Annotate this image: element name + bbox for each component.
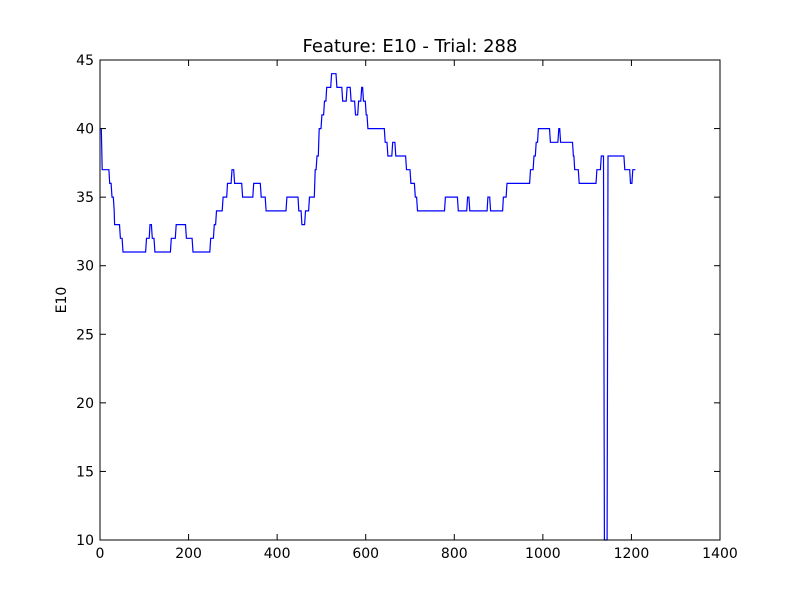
plot-area	[100, 73, 636, 541]
x-tick-label: 1000	[525, 546, 561, 562]
y-tick-label: 20	[76, 396, 94, 412]
y-axis: 10 15 20 25 30 35 40 45	[76, 53, 720, 549]
x-tick-label: 1200	[614, 546, 650, 562]
y-tick-label: 25	[76, 327, 94, 343]
x-axis: 0 200 400 600 800 1000 1200 1400	[96, 60, 738, 562]
x-tick-label: 600	[352, 546, 379, 562]
chart-title: Feature: E10 - Trial: 288	[303, 36, 518, 57]
y-tick-label: 45	[76, 53, 94, 69]
x-tick-label: 800	[441, 546, 468, 562]
y-tick-label: 40	[76, 122, 94, 138]
x-tick-label: 1400	[702, 546, 738, 562]
axes-frame	[99, 59, 721, 541]
x-tick-label: 200	[175, 546, 202, 562]
series-line-e10	[100, 73, 636, 541]
x-tick-label: 400	[264, 546, 291, 562]
x-tick-label: 0	[96, 546, 105, 562]
y-axis-label: E10	[54, 287, 70, 314]
y-tick-label: 30	[76, 259, 94, 275]
y-tick-label: 10	[76, 533, 94, 549]
y-tick-label: 35	[76, 190, 94, 206]
y-tick-label: 15	[76, 464, 94, 480]
